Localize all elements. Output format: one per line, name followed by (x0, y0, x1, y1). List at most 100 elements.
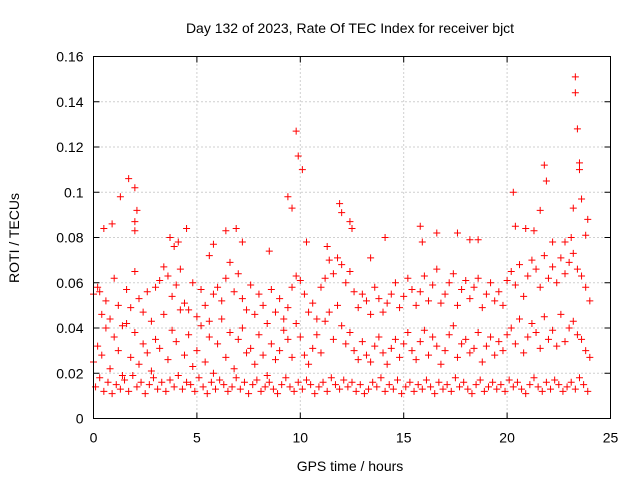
data-point (410, 387, 418, 395)
data-point (127, 304, 135, 312)
data-point (569, 249, 577, 257)
data-point (236, 385, 244, 393)
data-point (565, 324, 573, 332)
data-point (433, 265, 441, 273)
data-point (474, 274, 482, 282)
data-point (193, 313, 201, 321)
data-point (325, 308, 333, 316)
data-point (156, 276, 164, 284)
data-point (336, 385, 344, 393)
data-point (425, 351, 433, 359)
data-point (300, 290, 308, 298)
data-point (511, 222, 519, 230)
data-point (383, 360, 391, 368)
data-point (329, 335, 337, 343)
data-point (391, 335, 399, 343)
tick-labels: 0 0.02 0.04 0.06 0.08 0.1 0.12 0.14 0.16 0 5 10 15 20… (56, 49, 618, 446)
data-point (369, 378, 377, 386)
data-point (321, 317, 329, 325)
data-point (294, 152, 302, 160)
data-point (292, 127, 300, 135)
y-axis-label: ROTI / TECUs (6, 193, 22, 283)
data-point (365, 385, 373, 393)
data-point (191, 387, 199, 395)
data-point (578, 272, 586, 280)
data-point (379, 349, 387, 357)
data-point (458, 286, 466, 294)
data-point (224, 387, 232, 395)
data-point (298, 166, 306, 174)
data-point (362, 297, 370, 305)
data-point (422, 376, 430, 384)
data-point (156, 344, 164, 352)
data-point (443, 381, 451, 389)
data-point (478, 358, 486, 366)
data-point (354, 356, 362, 364)
data-point (582, 347, 590, 355)
data-point (253, 376, 261, 384)
data-point (573, 265, 581, 273)
data-point (183, 224, 191, 232)
data-point (453, 229, 461, 237)
data-point (416, 288, 424, 296)
data-point (94, 283, 102, 291)
data-point (453, 353, 461, 361)
data-point (125, 175, 133, 183)
data-point (94, 342, 102, 350)
data-point (439, 385, 447, 393)
data-point (108, 390, 116, 398)
data-point (435, 378, 443, 386)
data-point (578, 335, 586, 343)
data-point (557, 254, 565, 262)
x-tick-label: 10 (293, 430, 309, 446)
data-point (575, 159, 583, 167)
y-tick-label: 0.04 (56, 320, 83, 336)
data-point (524, 333, 532, 341)
y-tick-label: 0.06 (56, 275, 83, 291)
data-point (487, 279, 495, 287)
data-point (280, 326, 288, 334)
data-point (478, 304, 486, 312)
data-point (503, 331, 511, 339)
data-point (201, 301, 209, 309)
data-point (402, 383, 410, 391)
data-point (226, 258, 234, 266)
data-point (460, 378, 468, 386)
data-point (470, 344, 478, 352)
data-point (234, 335, 242, 343)
data-point (398, 390, 406, 398)
data-point (538, 387, 546, 395)
data-point (352, 387, 360, 395)
data-point (240, 378, 248, 386)
data-point (441, 347, 449, 355)
data-point (575, 166, 583, 174)
data-point (296, 276, 304, 284)
data-point (489, 378, 497, 386)
data-point (323, 243, 331, 251)
data-point (263, 372, 271, 380)
data-point (267, 286, 275, 294)
data-point (578, 195, 586, 203)
y-tick-label: 0.16 (56, 49, 83, 65)
data-point (294, 378, 302, 386)
data-point (154, 385, 162, 393)
data-point (468, 390, 476, 398)
data-point (243, 349, 251, 357)
data-point (232, 224, 240, 232)
data-point (238, 295, 246, 303)
data-point (265, 247, 273, 255)
data-point (412, 356, 420, 364)
data-point (472, 381, 480, 389)
data-point (195, 374, 203, 382)
data-point (276, 295, 284, 303)
data-point (96, 288, 104, 296)
data-point (530, 227, 538, 235)
data-point (501, 387, 509, 395)
data-point (555, 381, 563, 389)
data-point (170, 383, 178, 391)
data-point (482, 290, 490, 298)
data-point (429, 333, 437, 341)
data-point (379, 308, 387, 316)
data-point (226, 329, 234, 337)
data-point (251, 360, 259, 368)
